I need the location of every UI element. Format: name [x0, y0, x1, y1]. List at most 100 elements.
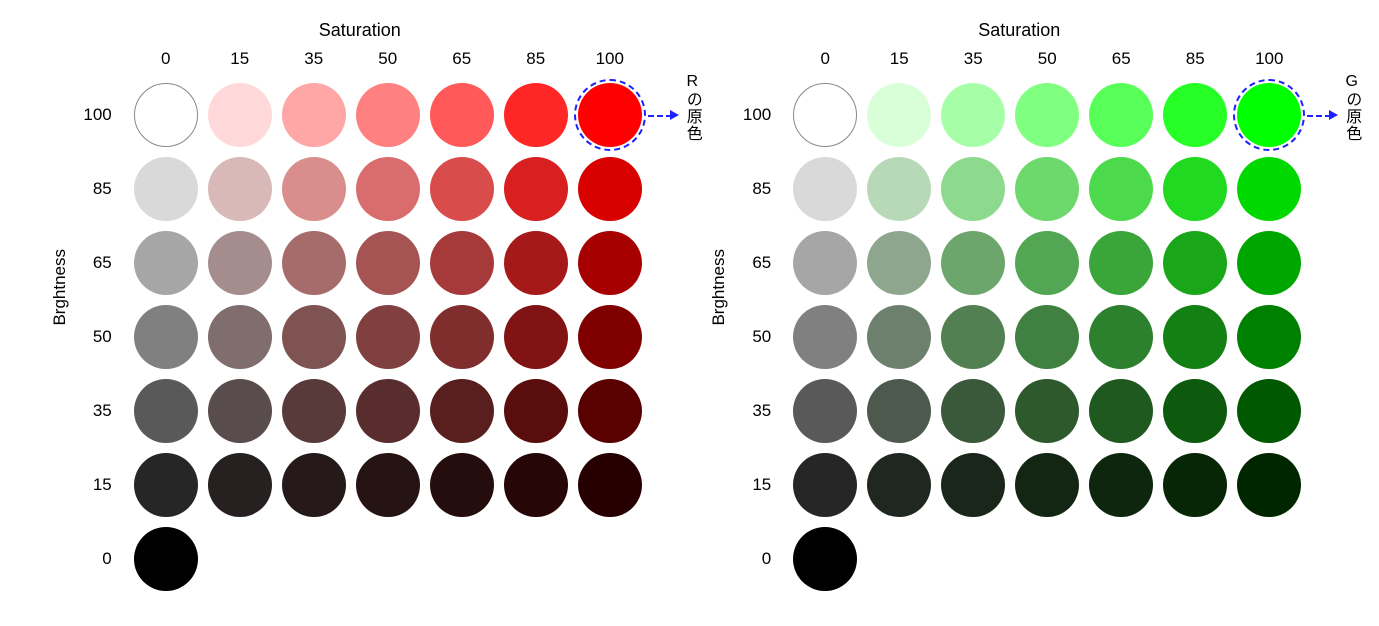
callout-arrow: [1307, 115, 1331, 117]
brightness-header: 100: [78, 83, 124, 147]
color-swatch: [793, 379, 857, 443]
color-swatch: [430, 157, 494, 221]
color-swatch: [1237, 305, 1301, 369]
brightness-header: 50: [737, 305, 783, 369]
color-swatch: [1237, 83, 1301, 147]
color-swatch: [1015, 83, 1079, 147]
color-swatch: [1015, 379, 1079, 443]
color-swatch: [208, 453, 272, 517]
color-swatch: [356, 305, 420, 369]
x-axis-title: Saturation: [737, 20, 1301, 41]
color-swatch: [134, 453, 198, 517]
color-swatch: [504, 157, 568, 221]
saturation-header: 35: [282, 45, 346, 73]
color-swatch: [134, 305, 198, 369]
saturation-header: 100: [1237, 45, 1301, 73]
saturation-header: 85: [1163, 45, 1227, 73]
color-swatch: [282, 157, 346, 221]
color-swatch: [867, 379, 931, 443]
callout-arrow: [648, 115, 672, 117]
color-swatch: [867, 231, 931, 295]
brightness-header: 100: [737, 83, 783, 147]
color-swatch: [504, 83, 568, 147]
color-swatch: [941, 231, 1005, 295]
saturation-header: 85: [504, 45, 568, 73]
color-swatch: [941, 453, 1005, 517]
color-swatch: [430, 379, 494, 443]
brightness-header: 0: [78, 527, 124, 591]
color-swatch: [578, 231, 642, 295]
swatch-grid-red: 0153550658510010085655035150Rの原色: [78, 45, 642, 591]
brightness-header: 65: [78, 231, 124, 295]
color-swatch: [282, 453, 346, 517]
color-swatch: [208, 83, 272, 147]
color-swatch: [793, 157, 857, 221]
callout-arrow-head: [670, 110, 679, 120]
y-axis-title: Brghtness: [709, 249, 729, 326]
color-swatch: [867, 305, 931, 369]
saturation-header: 50: [1015, 45, 1079, 73]
color-swatch: [941, 305, 1005, 369]
color-swatch: [356, 379, 420, 443]
color-swatch: [430, 453, 494, 517]
color-swatch: [1163, 379, 1227, 443]
color-swatch: [282, 83, 346, 147]
color-swatch: [578, 305, 642, 369]
color-swatch: [1089, 453, 1153, 517]
color-swatch: [282, 305, 346, 369]
color-swatch: [356, 157, 420, 221]
saturation-header: 65: [430, 45, 494, 73]
color-swatch: [578, 379, 642, 443]
color-swatch: [867, 453, 931, 517]
saturation-header: 0: [793, 45, 857, 73]
color-swatch: [356, 453, 420, 517]
callout-arrow-head: [1329, 110, 1338, 120]
color-swatch: [134, 83, 198, 147]
color-swatch: [356, 231, 420, 295]
color-swatch: [134, 379, 198, 443]
y-axis-title: Brghtness: [50, 249, 70, 326]
color-swatch: [1089, 379, 1153, 443]
brightness-header: 0: [737, 527, 783, 591]
saturation-header: 35: [941, 45, 1005, 73]
brightness-header: 35: [737, 379, 783, 443]
color-swatch: [208, 305, 272, 369]
color-swatch: [793, 83, 857, 147]
color-swatch: [867, 157, 931, 221]
brightness-header: 15: [737, 453, 783, 517]
color-swatch: [941, 379, 1005, 443]
color-swatch: [504, 453, 568, 517]
color-swatch: [1163, 453, 1227, 517]
color-swatch: [134, 231, 198, 295]
color-swatch: [1163, 157, 1227, 221]
chart-red: Saturation Brghtness 0153550658510010085…: [78, 20, 642, 591]
saturation-header: 15: [867, 45, 931, 73]
color-swatch: [793, 527, 857, 591]
brightness-header: 15: [78, 453, 124, 517]
color-swatch: [1237, 157, 1301, 221]
color-swatch: [793, 305, 857, 369]
saturation-header: 65: [1089, 45, 1153, 73]
color-swatch: [1089, 231, 1153, 295]
color-swatch: [504, 231, 568, 295]
color-swatch: [1163, 231, 1227, 295]
brightness-header: 65: [737, 231, 783, 295]
brightness-header: 85: [737, 157, 783, 221]
color-swatch: [1015, 305, 1079, 369]
color-swatch: [1237, 231, 1301, 295]
color-swatch: [208, 231, 272, 295]
color-swatch: [504, 305, 568, 369]
color-swatch: [578, 157, 642, 221]
color-swatch: [1089, 305, 1153, 369]
color-swatch: [1015, 157, 1079, 221]
color-swatch: [356, 83, 420, 147]
color-swatch: [282, 379, 346, 443]
color-swatch: [793, 453, 857, 517]
color-swatch: [1237, 379, 1301, 443]
color-swatch: [867, 83, 931, 147]
color-swatch: [1015, 453, 1079, 517]
saturation-header: 100: [578, 45, 642, 73]
chart-green: Saturation Brghtness 0153550658510010085…: [737, 20, 1301, 591]
brightness-header: 50: [78, 305, 124, 369]
color-swatch: [1089, 157, 1153, 221]
